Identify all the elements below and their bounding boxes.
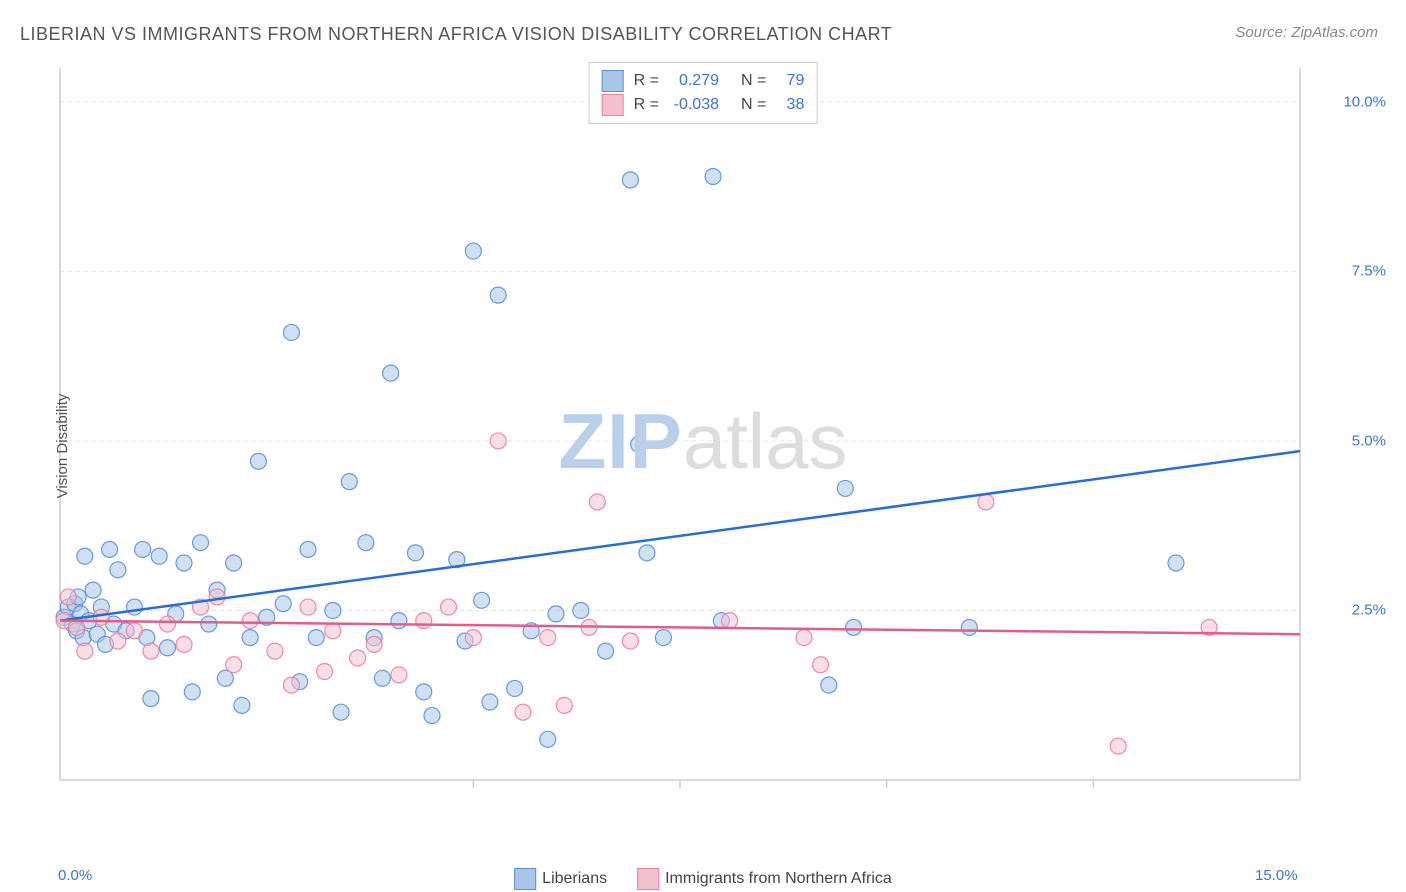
chart-title: LIBERIAN VS IMMIGRANTS FROM NORTHERN AFR… <box>20 24 892 45</box>
legend-swatch-icon <box>514 868 536 890</box>
legend-item: Liberians <box>514 868 607 890</box>
legend-swatch-icon <box>637 868 659 890</box>
y-tick-label: 5.0% <box>1352 432 1386 449</box>
source-attribution: Source: ZipAtlas.com <box>1235 24 1378 41</box>
correlation-row: R = -0.038 N = 38 <box>602 93 805 117</box>
legend-swatch-icon <box>602 70 624 92</box>
y-tick-label: 7.5% <box>1352 263 1386 280</box>
y-axis-label: Vision Disability <box>54 394 71 499</box>
source-name: ZipAtlas.com <box>1291 24 1378 41</box>
n-label: N = <box>741 93 766 117</box>
source-prefix: Source: <box>1235 24 1291 41</box>
x-tick-label: 15.0% <box>1255 867 1298 884</box>
r-value: 0.279 <box>669 69 719 93</box>
r-label: R = <box>634 93 659 117</box>
y-tick-label: 2.5% <box>1352 602 1386 619</box>
x-tick-label: 0.0% <box>58 867 92 884</box>
scatter-chart-svg <box>50 60 1350 820</box>
chart-container: LIBERIAN VS IMMIGRANTS FROM NORTHERN AFR… <box>0 0 1406 892</box>
legend-item: Immigrants from Northern Africa <box>637 868 892 890</box>
y-tick-label: 10.0% <box>1343 93 1386 110</box>
legend-label: Liberians <box>542 870 607 887</box>
correlation-row: R = 0.279 N = 79 <box>602 69 805 93</box>
r-value: -0.038 <box>669 93 719 117</box>
r-label: R = <box>634 69 659 93</box>
n-value: 38 <box>776 93 804 117</box>
n-value: 79 <box>776 69 804 93</box>
correlation-legend: R = 0.279 N = 79 R = -0.038 N = 38 <box>589 62 818 124</box>
legend-label: Immigrants from Northern Africa <box>665 870 892 887</box>
n-label: N = <box>741 69 766 93</box>
series-legend: Liberians Immigrants from Northern Africa <box>514 868 892 890</box>
legend-swatch-icon <box>602 94 624 116</box>
plot-area <box>50 60 1350 820</box>
